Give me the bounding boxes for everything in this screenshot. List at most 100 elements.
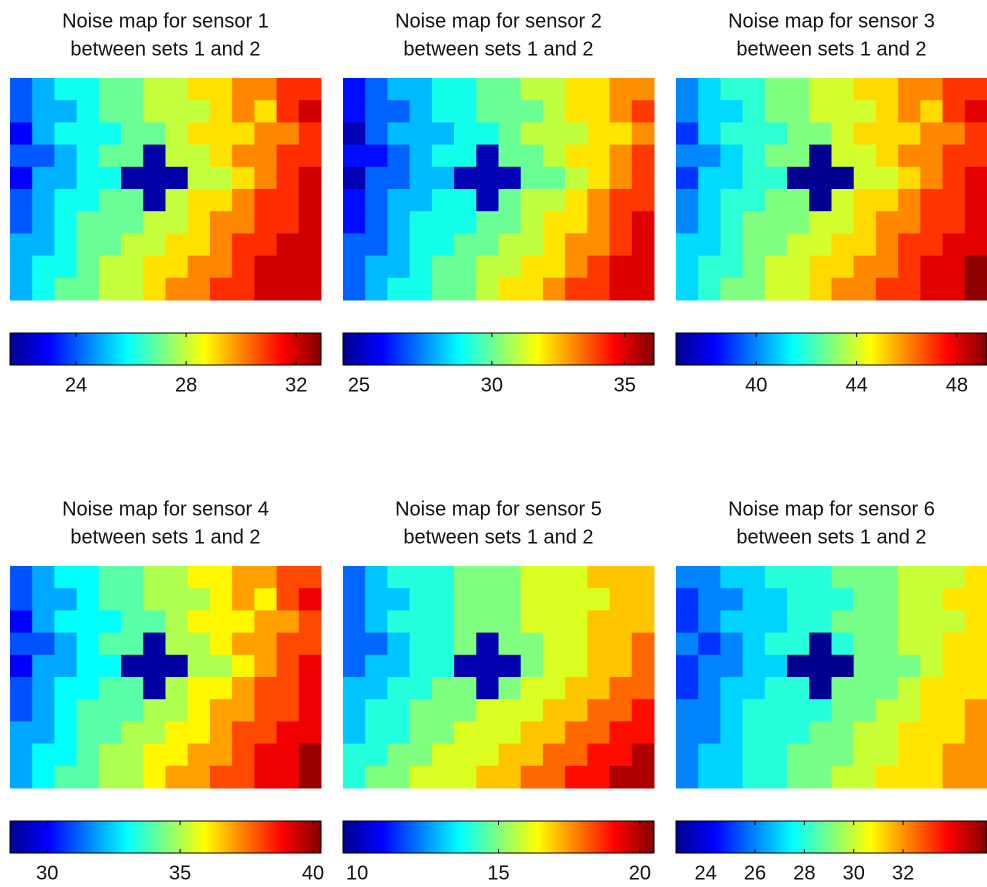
heatmap-cell	[764, 189, 788, 212]
heatmap-cell	[565, 100, 588, 123]
heatmap-cell	[520, 166, 544, 190]
heatmap-cell	[431, 122, 455, 146]
heatmap-cell	[276, 233, 300, 257]
heatmap-cell	[365, 632, 388, 656]
heatmap-cell	[121, 610, 144, 634]
heatmap-cell	[143, 211, 166, 234]
heatmap-cell	[809, 255, 832, 279]
heatmap-cell	[742, 277, 766, 301]
chart-title: Noise map for sensor 6	[728, 498, 935, 520]
heatmap-cell	[676, 233, 699, 257]
heatmap-cell	[853, 166, 877, 190]
heatmap-cell	[476, 166, 499, 190]
heatmap-cell	[165, 166, 189, 190]
heatmap-cell	[720, 255, 744, 279]
heatmap-cell	[831, 189, 855, 212]
heatmap-cell	[898, 122, 921, 146]
heatmap-cell	[10, 654, 33, 678]
heatmap-cell	[431, 277, 455, 301]
chart-subtitle: between sets 1 and 2	[70, 38, 260, 60]
chart-subtitle: between sets 1 and 2	[403, 38, 593, 60]
heatmap-cell	[209, 189, 233, 212]
heatmap-cell	[165, 721, 189, 745]
heatmap-cell	[565, 654, 588, 678]
heatmap-cell	[542, 100, 566, 123]
heatmap-cell	[964, 566, 987, 589]
heatmap-cell	[942, 211, 966, 234]
heatmap-cell	[831, 610, 855, 634]
heatmap-cell	[498, 765, 522, 789]
heatmap-cell	[232, 765, 255, 789]
heatmap-cell	[764, 677, 788, 700]
heatmap-cell	[875, 743, 899, 767]
heatmap-cell	[10, 610, 33, 634]
heatmap-cell	[365, 78, 388, 101]
heatmap-cell	[165, 566, 189, 589]
heatmap-cell	[365, 100, 388, 123]
colorbar-tick-label: 30	[481, 374, 503, 396]
heatmap-cell	[431, 632, 455, 656]
heatmap-cell	[698, 144, 721, 168]
heatmap-cell	[54, 743, 78, 767]
heatmap-cell	[343, 166, 366, 190]
heatmap-cell	[875, 144, 899, 168]
heatmap-cell	[454, 144, 477, 168]
heatmap-cell	[809, 654, 832, 678]
heatmap-cell	[898, 721, 921, 745]
heatmap-cell	[942, 122, 966, 146]
heatmap-cell	[920, 588, 944, 611]
heatmap-cell	[454, 677, 477, 700]
heatmap-cell	[54, 255, 78, 279]
heatmap-cell	[32, 677, 55, 700]
heatmap-cell	[343, 610, 366, 634]
heatmap-cell	[454, 566, 477, 589]
heatmap-cell	[853, 277, 877, 301]
heatmap-cell	[942, 765, 966, 789]
heatmap-cell	[98, 588, 122, 611]
heatmap-cell	[454, 277, 477, 301]
heatmap-cell	[609, 211, 633, 234]
heatmap-cell	[631, 277, 655, 301]
heatmap-cell	[165, 189, 189, 212]
heatmap-cell	[187, 699, 211, 722]
heatmap-cell	[343, 211, 366, 234]
heatmap-cell	[32, 765, 55, 789]
heatmap-cell	[121, 122, 144, 146]
colorbar-tick-label: 30	[843, 862, 865, 884]
heatmap-cell	[498, 721, 522, 745]
heatmap-cell	[542, 277, 566, 301]
heatmap-cell	[853, 100, 877, 123]
heatmap-cell	[143, 632, 166, 656]
heatmap-cell	[54, 166, 78, 190]
heatmap-cell	[343, 721, 366, 745]
heatmap-cell	[498, 277, 522, 301]
heatmap-cell	[54, 588, 78, 611]
heatmap-cell	[32, 654, 55, 678]
heatmap-cell	[232, 632, 255, 656]
colorbar-tick-label: 32	[285, 374, 307, 396]
heatmap-cell	[454, 211, 477, 234]
chart-subtitle: between sets 1 and 2	[70, 526, 260, 548]
heatmap-cell	[498, 677, 522, 700]
heatmap-cell	[232, 166, 255, 190]
heatmap-cell	[209, 78, 233, 101]
heatmap-cell	[942, 677, 966, 700]
heatmap-cell	[698, 255, 721, 279]
heatmap-cell	[431, 588, 455, 611]
heatmap-cell	[298, 166, 322, 190]
heatmap-cell	[32, 255, 55, 279]
heatmap-cell	[875, 166, 899, 190]
chart-subtitle: between sets 1 and 2	[736, 38, 926, 60]
heatmap-cell	[787, 743, 810, 767]
heatmap-cell	[631, 144, 655, 168]
heatmap-cell	[875, 277, 899, 301]
heatmap-cell	[787, 277, 810, 301]
heatmap-cell	[232, 78, 255, 101]
colorbar	[9, 332, 322, 366]
heatmap-cell	[54, 721, 78, 745]
heatmap-cell	[143, 588, 166, 611]
heatmap-cell	[898, 743, 921, 767]
heatmap-cell	[676, 277, 699, 301]
heatmap-cell	[875, 588, 899, 611]
